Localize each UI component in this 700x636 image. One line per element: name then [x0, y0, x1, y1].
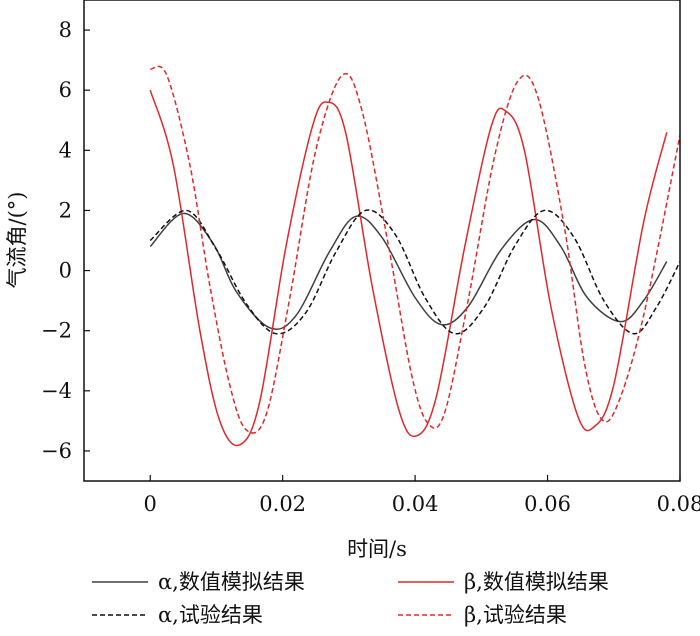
legend-item-3: α,试验结果 — [92, 603, 263, 627]
y-tick-label: 8 — [59, 18, 72, 42]
y-tick-label: 4 — [59, 138, 72, 162]
legend-label: α,数值模拟结果 — [158, 570, 305, 594]
series-line-2 — [149, 89, 668, 447]
legend: α,数值模拟结果 β,数值模拟结果 α,试验结果 β,试验结果 — [92, 570, 609, 627]
series-line-3 — [149, 209, 680, 335]
series-line-4 — [149, 65, 680, 434]
legend-label: α,试验结果 — [158, 603, 263, 627]
series-line-1 — [149, 212, 668, 331]
legend-label: β,试验结果 — [464, 603, 567, 627]
y-tick-label: −4 — [41, 379, 72, 403]
x-axis-label: 时间/s — [347, 537, 407, 561]
y-axis-label: 气流角/(°) — [5, 192, 29, 289]
y-tick-label: 2 — [59, 198, 72, 222]
y-tick-label: 6 — [59, 78, 72, 102]
y-tick-label: −6 — [41, 439, 72, 463]
x-tick-label: 0.04 — [392, 492, 439, 516]
legend-item-1: α,数值模拟结果 — [92, 570, 305, 594]
x-tick-label: 0.06 — [524, 492, 571, 516]
y-tick-label: 0 — [59, 259, 72, 283]
x-tick-label: 0 — [144, 492, 157, 516]
plot-frame — [83, 0, 681, 482]
tick-layer: 0 0.02 0.04 0.06 0.08 −6 −4 −2 0 2 4 6 8 — [41, 18, 700, 516]
series-layer — [149, 65, 680, 447]
y-tick-label: −2 — [41, 319, 72, 343]
legend-item-2: β,数值模拟结果 — [398, 570, 609, 594]
x-tick-label: 0.02 — [259, 492, 306, 516]
x-tick-label: 0.08 — [657, 492, 700, 516]
legend-item-4: β,试验结果 — [398, 603, 567, 627]
legend-label: β,数值模拟结果 — [464, 570, 609, 594]
